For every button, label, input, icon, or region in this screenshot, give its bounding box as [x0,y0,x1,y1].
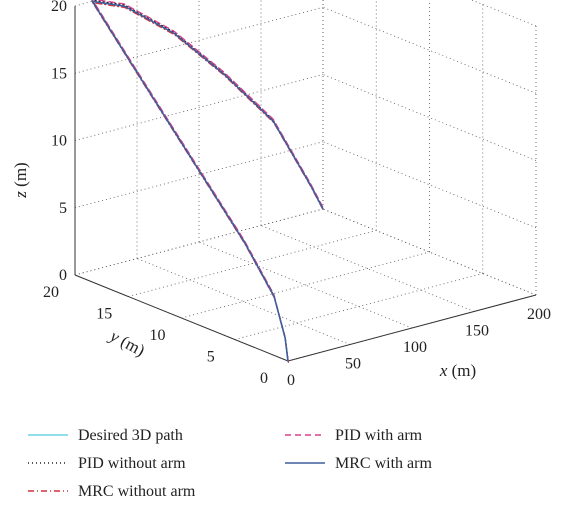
y-tick-label: 15 [96,306,112,323]
legend-label: Desired 3D path [78,427,183,444]
y-tick-label: 10 [150,327,166,344]
y-tick-label: 0 [260,370,268,387]
legend-entry: Desired 3D path [28,427,183,444]
grid-back-z [74,141,324,209]
legend-entry: MRC without arm [28,483,196,500]
legend-entry: PID without arm [28,455,186,472]
x-tick-label: 100 [403,339,427,356]
legend-label: PID without arm [78,455,186,472]
grid-back-z [74,6,324,74]
legend-label: MRC without arm [78,483,196,500]
z-tick-label: 0 [59,267,67,284]
x-tick-label: 50 [345,356,361,373]
x-axis-line [287,294,537,362]
x-tick-label: 0 [287,372,295,389]
legend-entry: PID with arm [285,427,423,444]
grid-floor-y [181,251,430,319]
z-tick-label: 15 [51,65,67,82]
grid-side-z [322,6,537,94]
series-line-pid-with-arm [91,0,324,360]
series-line-pid-without-arm [91,0,324,361]
legend-label: MRC with arm [335,455,432,472]
series-line-mrc-with-arm [91,0,324,362]
y-tick-label: 20 [43,284,59,301]
z-tick-label: 20 [51,0,67,15]
x-tick-label: 200 [527,306,551,323]
x-tick-label: 150 [465,323,489,340]
legend-label: PID with arm [335,427,423,444]
grid-lines [74,0,537,362]
trajectory-lines [91,0,324,363]
grid-side-z [322,141,537,229]
grid-back-z [74,74,324,141]
z-axis-label: z (m) [11,162,30,198]
y-axis-label: y (m) [105,325,148,360]
y-axis-line [74,274,289,362]
z-tick-label: 5 [59,200,67,217]
legend: Desired 3D path PID without arm MRC withou… [28,427,432,500]
grid-floor-y [128,230,377,297]
y-tick-label: 5 [207,349,215,366]
z-tick-label: 10 [51,133,67,150]
grid-floor-y [234,273,483,340]
grid-back-z [74,208,324,276]
x-axis-label: x (m) [439,361,476,380]
legend-entry: MRC with arm [285,455,432,472]
